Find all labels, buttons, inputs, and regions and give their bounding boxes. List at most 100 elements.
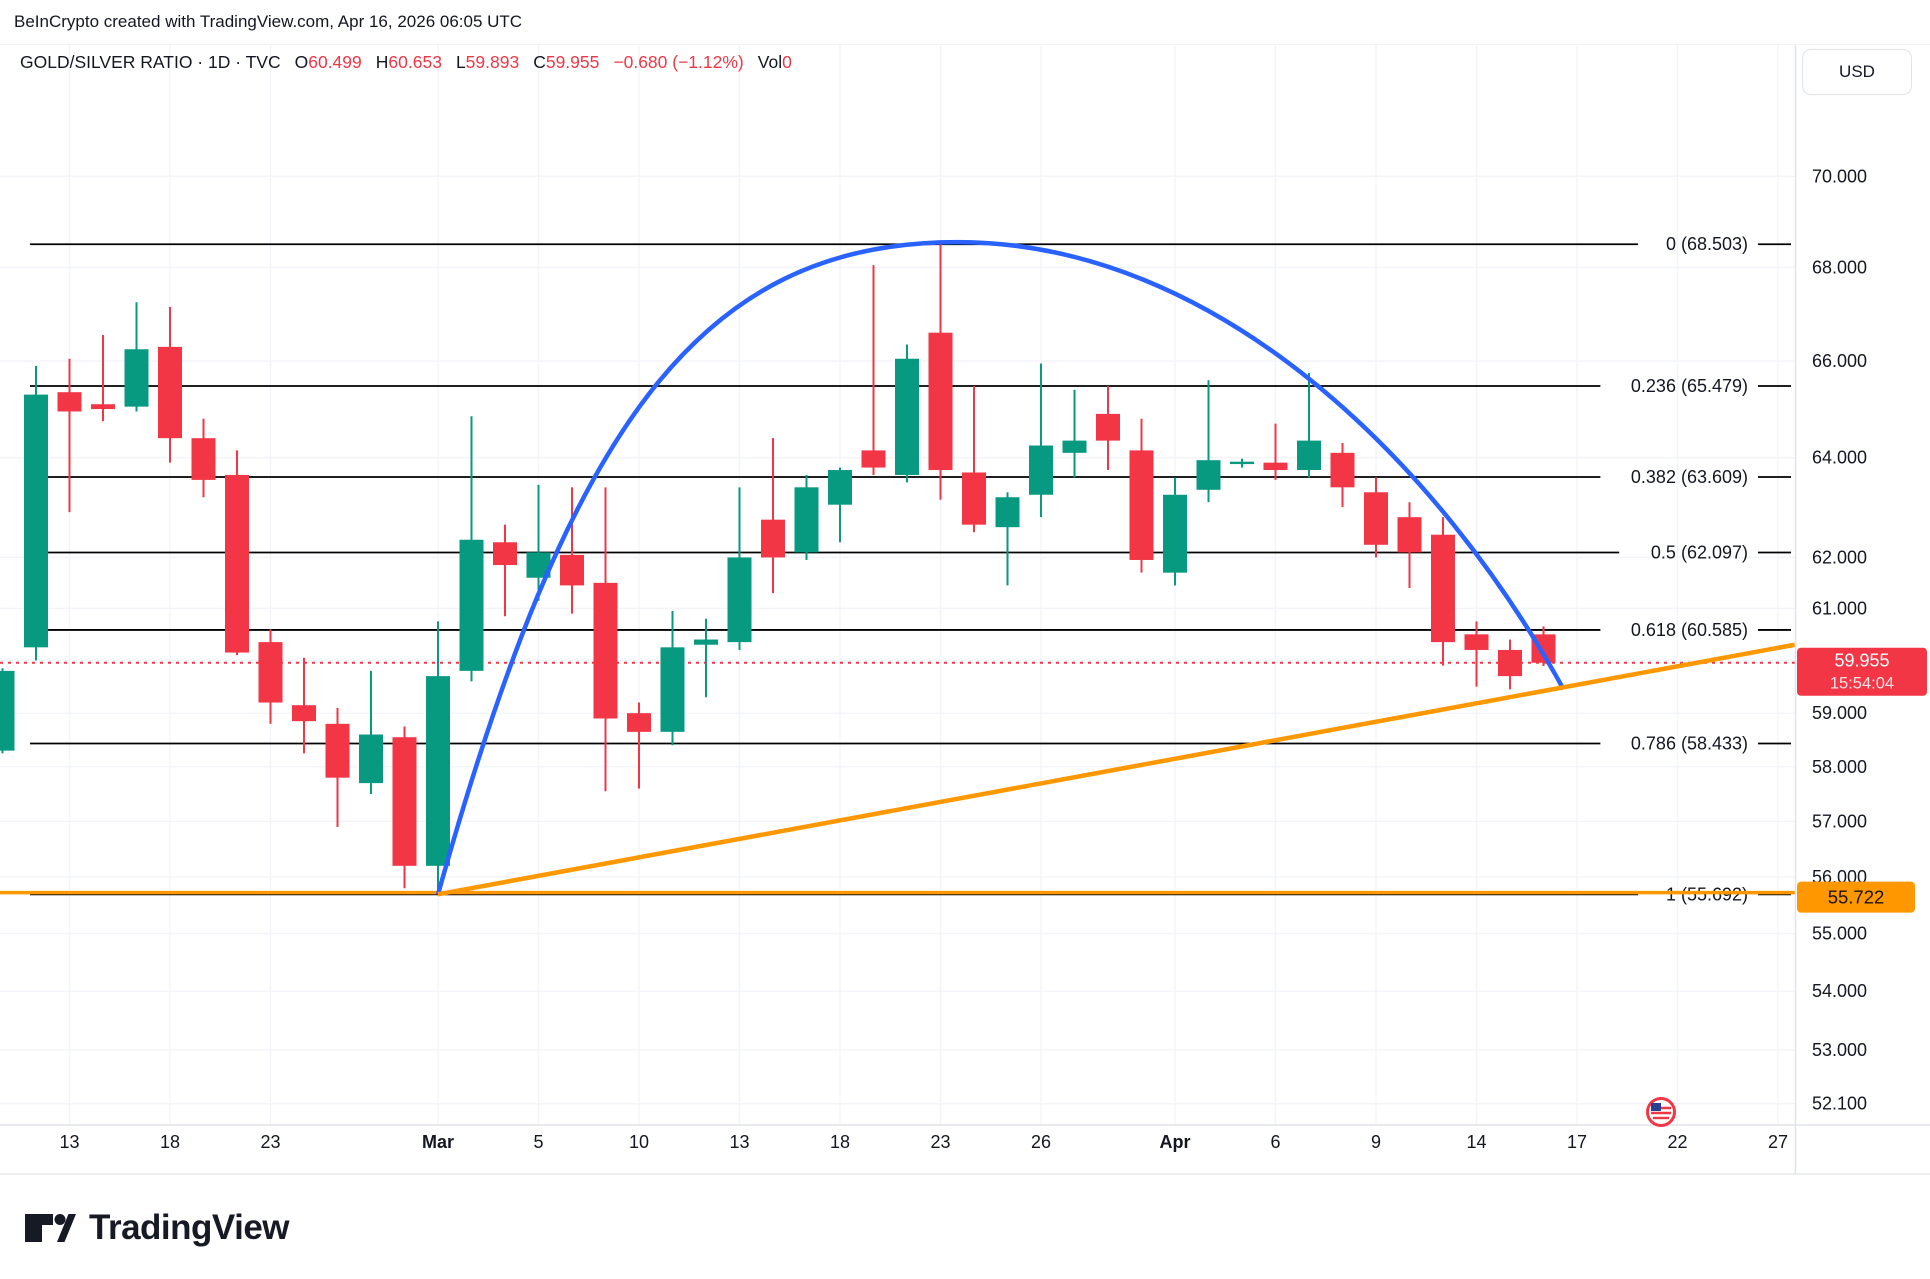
candle xyxy=(1230,458,1254,468)
candle xyxy=(1397,502,1422,588)
candle xyxy=(1129,418,1154,573)
time-tick-label: 13 xyxy=(729,1132,749,1152)
time-tick-label: 18 xyxy=(160,1132,180,1152)
candle xyxy=(258,629,283,724)
arc-drawing[interactable] xyxy=(435,239,1566,895)
time-tick-label: 17 xyxy=(1567,1132,1587,1152)
fib-label: 0 (68.503) xyxy=(1666,234,1748,254)
time-tick-label: Mar xyxy=(422,1132,454,1152)
candle xyxy=(1330,443,1355,508)
candle xyxy=(459,416,484,682)
level-price-badge: 55.722 xyxy=(1797,881,1915,913)
ohlc-high: H 60.653 xyxy=(375,51,442,72)
fib-label: 0.5 (62.097) xyxy=(1651,543,1748,563)
candle xyxy=(1431,517,1455,666)
time-tick-label: 5 xyxy=(533,1132,543,1152)
candle xyxy=(995,492,1020,586)
candle xyxy=(727,487,752,650)
price-tick-label: 66.000 xyxy=(1812,351,1867,371)
symbol-header: GOLD/SILVER RATIO · 1D · TVC O 60.499 H 60… xyxy=(20,50,792,74)
candle xyxy=(828,467,852,543)
candle xyxy=(1062,389,1087,478)
attribution-bar: BeInCrypto created with TradingView.com,… xyxy=(0,0,1930,45)
price-tick-label: 64.000 xyxy=(1812,448,1867,468)
candle xyxy=(1464,621,1489,687)
countdown-timer: 15:54:04 xyxy=(1830,675,1894,693)
candle xyxy=(359,670,383,795)
candle xyxy=(426,621,450,895)
trendline-drawing[interactable] xyxy=(437,642,1796,897)
candle xyxy=(493,524,517,617)
time-axis[interactable]: 13 18 23 Mar 5 10 13 18 23 26 Apr 6 9 14 17 22 27 xyxy=(59,1132,1788,1152)
price-tick-label: 55.000 xyxy=(1812,924,1867,944)
price-tick-label: 61.000 xyxy=(1812,598,1867,618)
candle xyxy=(1029,363,1053,518)
fib-label: 0.786 (58.433) xyxy=(1631,733,1748,753)
attribution-text: BeInCrypto created with TradingView.com,… xyxy=(14,12,523,31)
candle xyxy=(57,358,82,513)
tradingview-logo-icon xyxy=(25,1214,76,1242)
candle xyxy=(560,487,584,614)
ohlc-close: C 59.955 xyxy=(533,51,600,72)
candle xyxy=(1297,373,1321,478)
time-tick-label: Apr xyxy=(1160,1132,1191,1152)
time-tick-label: 27 xyxy=(1768,1132,1788,1152)
candle xyxy=(325,707,350,827)
price-tick-label: 53.000 xyxy=(1812,1040,1867,1060)
candles xyxy=(0,244,1556,895)
candle xyxy=(225,450,249,656)
ohlc-low: L 59.893 xyxy=(455,51,520,72)
grid xyxy=(0,45,1795,1125)
price-tick-label: 59.000 xyxy=(1812,703,1867,723)
price-tick-label: 58.000 xyxy=(1812,757,1867,777)
candle xyxy=(0,668,15,754)
candle xyxy=(593,487,618,792)
candle xyxy=(861,265,886,475)
candle xyxy=(158,306,182,463)
candle xyxy=(1196,380,1221,503)
candle xyxy=(928,244,953,500)
candle xyxy=(24,365,48,661)
time-tick-label: 6 xyxy=(1270,1132,1280,1152)
svg-text:55.722: 55.722 xyxy=(1828,887,1885,908)
price-tick-label: 70.000 xyxy=(1812,166,1867,186)
fibonacci-retracement[interactable]: 0 (68.503) 0.236 (65.479) 0.382 (63.609) 0.… xyxy=(30,234,1791,904)
candle xyxy=(962,385,986,533)
fib-label: 0.618 (60.585) xyxy=(1631,620,1748,640)
currency-button[interactable]: USD xyxy=(1802,49,1912,95)
symbol-title[interactable]: GOLD/SILVER RATIO · 1D · TVC xyxy=(20,51,281,72)
price-axis[interactable]: 70.000 68.000 66.000 64.000 62.000 61.000 59.0… xyxy=(1812,166,1867,1113)
fib-label: 0.236 (65.479) xyxy=(1631,376,1748,396)
fib-label: 0.382 (63.609) xyxy=(1631,467,1748,487)
price-tick-label: 57.000 xyxy=(1812,811,1867,831)
svg-text:59.955: 59.955 xyxy=(1834,651,1889,671)
volume-readout: Vol 0 xyxy=(757,51,792,72)
time-tick-label: 13 xyxy=(59,1132,79,1152)
tradingview-logo[interactable]: TradingView xyxy=(24,1208,290,1248)
candle xyxy=(1096,385,1120,471)
price-tick-label: 62.000 xyxy=(1812,547,1867,567)
candle xyxy=(895,344,919,483)
candle xyxy=(1364,477,1388,558)
ohlc-open: O 60.499 xyxy=(294,51,362,72)
time-tick-label: 22 xyxy=(1667,1132,1687,1152)
candle xyxy=(1531,626,1556,666)
time-tick-label: 18 xyxy=(830,1132,850,1152)
time-tick-label: 10 xyxy=(629,1132,649,1152)
candle xyxy=(1263,423,1288,480)
time-tick-label: 23 xyxy=(930,1132,950,1152)
price-tick-label: 52.100 xyxy=(1812,1094,1867,1114)
candle xyxy=(91,335,115,422)
candle xyxy=(694,618,718,698)
us-flag-session-icon[interactable] xyxy=(1646,1097,1676,1127)
time-tick-label: 9 xyxy=(1371,1132,1381,1152)
time-tick-label: 14 xyxy=(1466,1132,1486,1152)
candle xyxy=(761,438,785,594)
time-tick-label: 23 xyxy=(260,1132,280,1152)
candle xyxy=(392,726,417,889)
current-price-badge: 59.955 15:54:04 xyxy=(1797,647,1927,696)
tradingview-logo-text: TradingView xyxy=(89,1208,290,1247)
price-tick-label: 68.000 xyxy=(1812,257,1867,277)
